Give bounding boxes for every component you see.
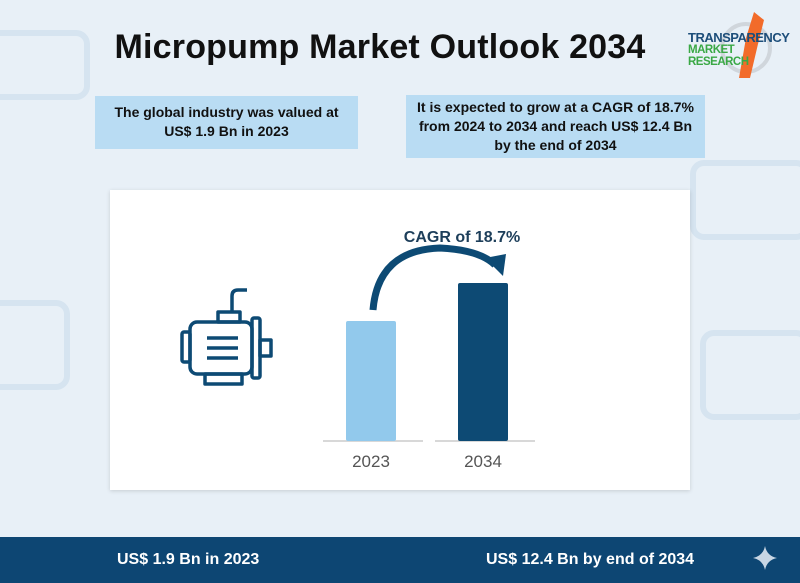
bar-chart: 2023 2034 CAGR of 18.7% <box>180 229 535 471</box>
info-box-valuation: The global industry was valued at US$ 1.… <box>95 96 358 149</box>
footer-bar: US$ 1.9 Bn in 2023 US$ 12.4 Bn by end of… <box>0 537 800 583</box>
background-pump-decoration <box>0 300 70 390</box>
footer-left: US$ 1.9 Bn in 2023 <box>117 551 260 568</box>
background-pump-decoration <box>700 330 800 420</box>
footer-right: US$ 12.4 Bn by end of 2034 <box>486 551 695 568</box>
x-tick-label: 2023 <box>352 452 390 471</box>
brand-logo: TRANSPARENCY MARKET RESEARCH <box>684 8 796 78</box>
info-line: The global industry was valued at <box>114 104 339 120</box>
page-title: Micropump Market Outlook 2034 <box>114 28 646 66</box>
pump-icon <box>180 288 273 386</box>
bar-2034 <box>458 283 508 441</box>
info-line: It is expected to grow at a CAGR of 18.7… <box>417 99 694 115</box>
chart-card: 2023 2034 CAGR of 18.7% <box>110 190 690 490</box>
logo-line1: TRANSPARENCY <box>688 30 790 45</box>
info-box-forecast: It is expected to grow at a CAGR of 18.7… <box>406 95 705 158</box>
logo-line2: MARKET RESEARCH <box>688 44 749 68</box>
info-line: by the end of 2034 <box>494 137 617 153</box>
background-pump-decoration <box>690 160 800 240</box>
sparkle-icon <box>753 546 777 570</box>
growth-arrow <box>369 244 498 311</box>
logo-flame-icon <box>720 12 772 78</box>
x-tick-label: 2034 <box>464 452 502 471</box>
bar-2023 <box>346 321 396 441</box>
info-line: from 2024 to 2034 and reach US$ 12.4 Bn <box>418 118 693 134</box>
arrow-head-icon <box>485 254 506 276</box>
background-pump-decoration <box>0 30 90 100</box>
info-line: US$ 1.9 Bn in 2023 <box>164 123 289 139</box>
cagr-annotation: CAGR of 18.7% <box>404 229 520 246</box>
